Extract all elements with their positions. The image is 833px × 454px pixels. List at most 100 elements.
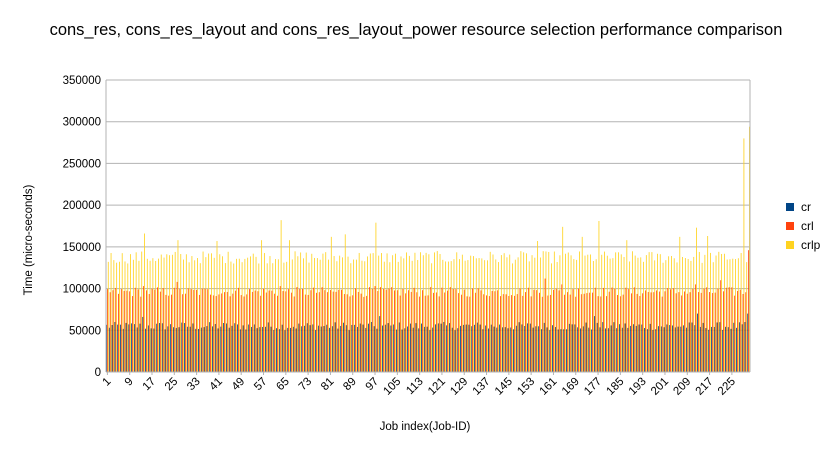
bar-crl xyxy=(703,288,705,372)
bar-cr xyxy=(563,329,565,372)
bar-crl xyxy=(594,287,596,372)
bar-crlp xyxy=(358,252,360,372)
x-tick-label: 169 xyxy=(560,376,582,398)
bar-crlp xyxy=(520,251,522,372)
bar-cr xyxy=(708,329,710,372)
bar-cr xyxy=(170,324,172,372)
bar-cr xyxy=(474,324,475,372)
bar-cr xyxy=(267,322,269,372)
bar-crlp xyxy=(417,259,419,372)
bar-crl xyxy=(279,286,281,372)
bar-crlp xyxy=(654,260,656,372)
bar-cr xyxy=(362,324,364,372)
bar-cr xyxy=(443,321,445,372)
y-tick-label: 250000 xyxy=(63,158,101,170)
bar-cr xyxy=(541,329,542,372)
bar-cr xyxy=(334,322,336,372)
bar-crl xyxy=(385,289,387,372)
bar-cr xyxy=(716,322,718,372)
bar-crlp xyxy=(584,255,586,372)
bar-crlp xyxy=(252,253,254,372)
bar-crlp xyxy=(146,258,148,372)
bar-crl xyxy=(564,294,566,372)
bar-crlp xyxy=(160,254,162,372)
bar-cr xyxy=(602,322,604,372)
bar-crl xyxy=(363,296,365,372)
bar-crl xyxy=(433,292,434,372)
bar-cr xyxy=(510,327,512,372)
bar-crl xyxy=(500,296,501,372)
bar-crlp xyxy=(512,263,513,372)
bar-crl xyxy=(402,288,404,372)
bar-cr xyxy=(418,328,420,372)
bar-crl xyxy=(458,293,460,372)
bar-cr xyxy=(571,324,573,372)
bar-crl xyxy=(204,288,206,372)
bar-cr xyxy=(125,322,127,372)
bar-crlp xyxy=(556,262,558,372)
bar-crl xyxy=(352,295,354,372)
bar-crlp xyxy=(369,253,371,372)
bar-crlp xyxy=(715,255,717,372)
bar-crlp xyxy=(294,251,296,372)
bar-cr xyxy=(426,326,428,372)
bar-crlp xyxy=(116,262,118,372)
bar-crlp xyxy=(224,263,226,372)
bar-crl xyxy=(444,292,446,372)
bar-crl xyxy=(672,288,674,372)
bar-crlp xyxy=(704,254,706,372)
bar-cr xyxy=(309,325,311,372)
x-tick-label: 137 xyxy=(471,376,493,398)
bar-crlp xyxy=(629,261,631,372)
bar-cr xyxy=(496,327,498,372)
bar-crlp xyxy=(291,259,293,372)
bar-cr xyxy=(607,328,609,372)
bar-crl xyxy=(290,292,292,372)
bar-cr xyxy=(454,330,456,372)
bar-cr xyxy=(404,328,406,372)
bar-crl xyxy=(678,292,680,372)
bar-crl xyxy=(748,250,750,372)
bar-crl xyxy=(159,291,161,372)
bar-crlp xyxy=(347,256,349,372)
bar-crl xyxy=(132,296,133,372)
bar-crl xyxy=(148,294,150,372)
bar-crlp xyxy=(467,260,469,372)
bar-cr xyxy=(524,325,526,372)
bar-crlp xyxy=(177,240,179,372)
bar-cr xyxy=(320,326,322,372)
bar-crl xyxy=(723,291,724,372)
bar-crlp xyxy=(185,254,187,372)
bar-cr xyxy=(549,330,551,372)
bar-crl xyxy=(670,289,671,372)
bar-crlp xyxy=(152,258,154,372)
bar-cr xyxy=(175,327,177,372)
bar-crl xyxy=(628,289,630,372)
bar-crlp xyxy=(576,259,578,372)
bar-crlp xyxy=(573,259,575,372)
bar-cr xyxy=(368,323,369,372)
bar-crlp xyxy=(732,258,734,372)
bar-crlp xyxy=(392,255,394,372)
bar-crlp xyxy=(565,253,566,372)
bar-crl xyxy=(469,296,471,372)
bar-crlp xyxy=(222,256,223,372)
bar-cr xyxy=(164,329,166,372)
bar-crl xyxy=(215,296,217,372)
bar-crlp xyxy=(559,255,561,372)
bar-crlp xyxy=(662,262,664,372)
bar-cr xyxy=(156,323,158,372)
bar-crlp xyxy=(233,263,235,372)
bar-cr xyxy=(398,322,400,372)
bar-crl xyxy=(285,291,287,372)
bar-crl xyxy=(240,295,242,372)
bar-crl xyxy=(625,287,627,372)
bar-crl xyxy=(137,289,139,372)
bar-crlp xyxy=(461,254,463,372)
bar-cr xyxy=(192,323,194,372)
bar-cr xyxy=(373,326,375,372)
bar-crl xyxy=(187,288,189,372)
bar-crl xyxy=(592,292,593,372)
bar-cr xyxy=(396,329,397,372)
bar-cr xyxy=(658,326,659,372)
